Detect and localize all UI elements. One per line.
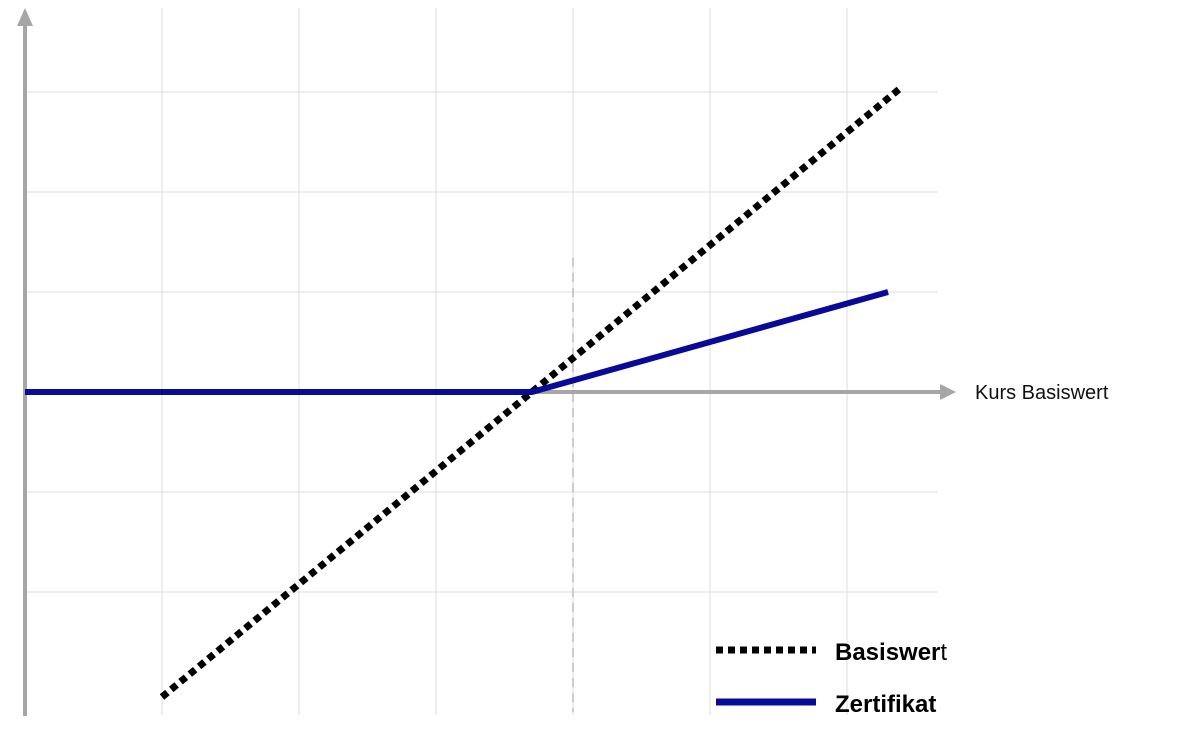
legend-label-basiswert: Basiswert [835, 639, 947, 666]
x-axis-arrow [940, 384, 956, 400]
legend-label-zertifikat: Zertifikat [835, 691, 936, 718]
series-line-basiswert [159, 84, 905, 700]
legend-label-regular-part: t [940, 639, 947, 666]
legend-label-bold-part: Basiswer [835, 639, 940, 666]
axes [17, 8, 956, 716]
y-axis-arrow [17, 8, 33, 26]
x-axis-label: Kurs Basiswert [975, 382, 1109, 404]
series-group [25, 84, 905, 700]
grid [25, 8, 938, 715]
series-line-zertifikat [25, 289, 889, 395]
